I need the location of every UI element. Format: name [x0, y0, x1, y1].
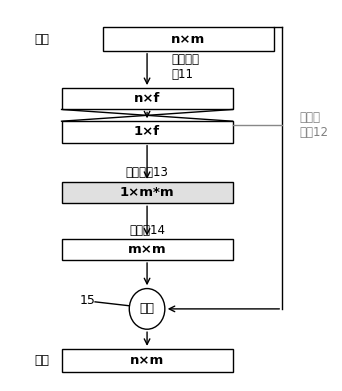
Text: 全连接制13: 全连接制13 — [126, 166, 169, 179]
Text: 乘积: 乘积 — [140, 302, 155, 316]
Text: m×m: m×m — [128, 243, 166, 256]
Circle shape — [129, 289, 165, 329]
Bar — [62, 88, 233, 109]
Text: 输入: 输入 — [34, 32, 49, 46]
Text: 一维卷积
制11: 一维卷积 制11 — [171, 53, 199, 81]
Text: n×f: n×f — [134, 92, 160, 105]
Bar — [62, 349, 233, 372]
Text: n×m: n×m — [171, 32, 205, 46]
Text: 变形制14: 变形制14 — [129, 224, 165, 237]
Text: n×m: n×m — [130, 354, 164, 367]
Bar — [62, 121, 233, 143]
Bar — [62, 182, 233, 203]
Bar — [62, 239, 233, 260]
Text: 1×f: 1×f — [134, 126, 160, 138]
Bar — [103, 27, 274, 51]
Text: 1×m*m: 1×m*m — [120, 186, 174, 199]
Text: 最大池
化制12: 最大池 化制12 — [299, 111, 328, 139]
Text: 输出: 输出 — [34, 354, 49, 367]
Text: 15: 15 — [79, 294, 95, 307]
